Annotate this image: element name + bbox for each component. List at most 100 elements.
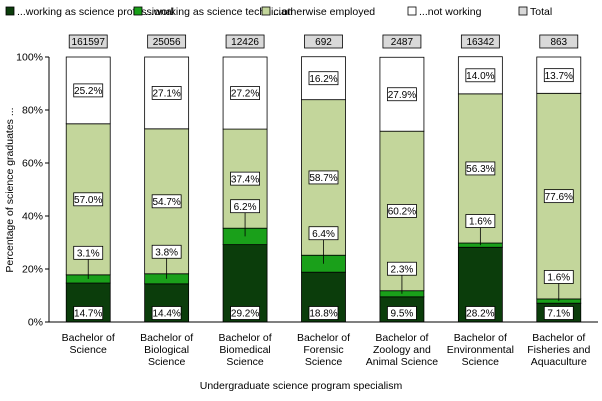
legend-swatch xyxy=(518,6,528,16)
data-label-box xyxy=(387,306,417,320)
total-box xyxy=(304,34,343,49)
data-label: 56.3% xyxy=(466,164,494,175)
legend-swatch xyxy=(5,6,15,16)
y-tick-label: 100% xyxy=(16,52,43,64)
bar-stack: 9.5% 2.3% 60.2% 27.9% xyxy=(379,56,425,323)
data-label-box xyxy=(151,306,182,320)
x-tick-label: Biomedical xyxy=(219,344,270,356)
data-label-box xyxy=(151,194,182,209)
legend-label: ...not working xyxy=(419,6,482,18)
total-label: 16342 xyxy=(466,37,494,48)
data-label: 77.6% xyxy=(545,192,573,203)
legend-swatch xyxy=(133,6,143,16)
data-label: 2.3% xyxy=(391,264,414,275)
data-label: 58.7% xyxy=(309,173,337,184)
x-tick-label: Bachelor of xyxy=(219,332,272,344)
x-tick-label: Science xyxy=(148,356,186,368)
x-tick-label: Science xyxy=(462,356,500,368)
bars: 14.7% 3.1% 57.0% 25.2% 14.4% 3.8% 54.7% 27.1% 29… xyxy=(65,56,582,323)
total-box xyxy=(68,34,108,49)
legend-label: ...working as science technician xyxy=(145,6,293,18)
data-label-box xyxy=(543,270,574,284)
legend-swatch xyxy=(261,6,271,16)
data-label-box xyxy=(543,306,574,320)
data-label-box xyxy=(465,68,496,83)
x-axis-title: Undergraduate science program specialism xyxy=(200,380,403,392)
x-tick-label: Bachelor of xyxy=(454,332,507,344)
data-label-box xyxy=(151,244,182,259)
total-box xyxy=(460,34,500,49)
x-tick-label: Bachelor of xyxy=(62,332,115,344)
data-label: 1.6% xyxy=(469,217,492,228)
x-tick-label: Zoology and xyxy=(373,344,431,356)
total-label: 161597 xyxy=(72,37,106,48)
y-tick-label: 40% xyxy=(22,211,43,223)
data-label: 16.2% xyxy=(309,74,337,85)
x-tick-label: Bachelor of xyxy=(375,332,428,344)
bar-stack: 29.2% 6.2% 37.4% 27.2% xyxy=(222,56,268,323)
data-label: 27.2% xyxy=(231,89,259,100)
data-label: 25.2% xyxy=(74,86,102,97)
data-label-box xyxy=(73,245,104,260)
y-axis: 0% 20% 40% 60% 80% 100% xyxy=(16,52,50,329)
data-label-box xyxy=(387,261,417,276)
data-label: 60.2% xyxy=(388,207,416,218)
data-label-box xyxy=(230,171,260,186)
legend-label: Total xyxy=(530,6,552,18)
data-label-box xyxy=(73,192,104,207)
y-tick-label: 80% xyxy=(22,105,43,117)
x-tick-label: Science xyxy=(305,356,343,368)
data-label-box xyxy=(465,214,496,228)
data-label-box xyxy=(308,170,339,185)
data-label-box xyxy=(308,226,339,241)
data-label: 14.4% xyxy=(152,309,180,320)
total-label: 25056 xyxy=(153,37,181,48)
bar-stack: 14.4% 3.8% 54.7% 27.1% xyxy=(144,56,190,323)
data-label: 54.7% xyxy=(152,197,180,208)
x-tick-label: Bachelor of xyxy=(532,332,585,344)
x-tick-label: Environmental xyxy=(447,344,514,356)
total-box xyxy=(539,34,579,49)
data-label: 29.2% xyxy=(231,309,259,320)
data-label-box xyxy=(308,71,339,86)
data-label-box xyxy=(387,87,417,102)
data-label: 7.1% xyxy=(547,309,570,320)
x-tick-label: Aquaculture xyxy=(531,356,587,368)
data-label: 37.4% xyxy=(231,174,259,185)
data-label: 18.8% xyxy=(309,309,337,320)
x-tick-label: Bachelor of xyxy=(297,332,350,344)
data-label: 14.7% xyxy=(74,309,102,320)
data-label: 14.0% xyxy=(466,71,494,82)
total-label: 2487 xyxy=(391,37,414,48)
bar-stack: 18.8% 6.4% 58.7% 16.2% xyxy=(301,56,346,323)
data-label-box xyxy=(230,306,260,320)
data-label-box xyxy=(387,204,417,218)
total-label: 692 xyxy=(315,37,332,48)
data-label: 3.8% xyxy=(155,247,178,258)
data-label-box xyxy=(73,83,104,98)
data-label: 3.1% xyxy=(77,249,100,260)
x-tick-label: Science xyxy=(70,344,108,356)
data-label-box xyxy=(465,161,496,176)
legend-swatch xyxy=(407,6,417,16)
data-label: 28.2% xyxy=(466,309,494,320)
bar-stack: 28.2% 1.6% 56.3% 14.0% xyxy=(457,56,503,323)
data-label-box xyxy=(543,68,574,83)
data-label: 27.9% xyxy=(388,90,416,101)
data-label-box xyxy=(543,189,574,204)
x-tick-label: Biological xyxy=(144,344,189,356)
data-label-box xyxy=(465,306,496,320)
x-tick-label: Forensic xyxy=(303,344,343,356)
bar-stack: 7.1% 1.6% 77.6% 13.7% xyxy=(536,56,582,323)
total-label: 863 xyxy=(550,37,567,48)
data-label-box xyxy=(73,306,104,320)
total-box xyxy=(225,34,265,49)
data-label: 6.4% xyxy=(312,229,335,240)
total-box xyxy=(147,34,187,49)
x-tick-label: Fisheries and xyxy=(527,344,590,356)
total-label: 12426 xyxy=(231,37,259,48)
legend: ...working as science professional...wor… xyxy=(5,6,552,18)
y-tick-label: 0% xyxy=(28,317,43,329)
